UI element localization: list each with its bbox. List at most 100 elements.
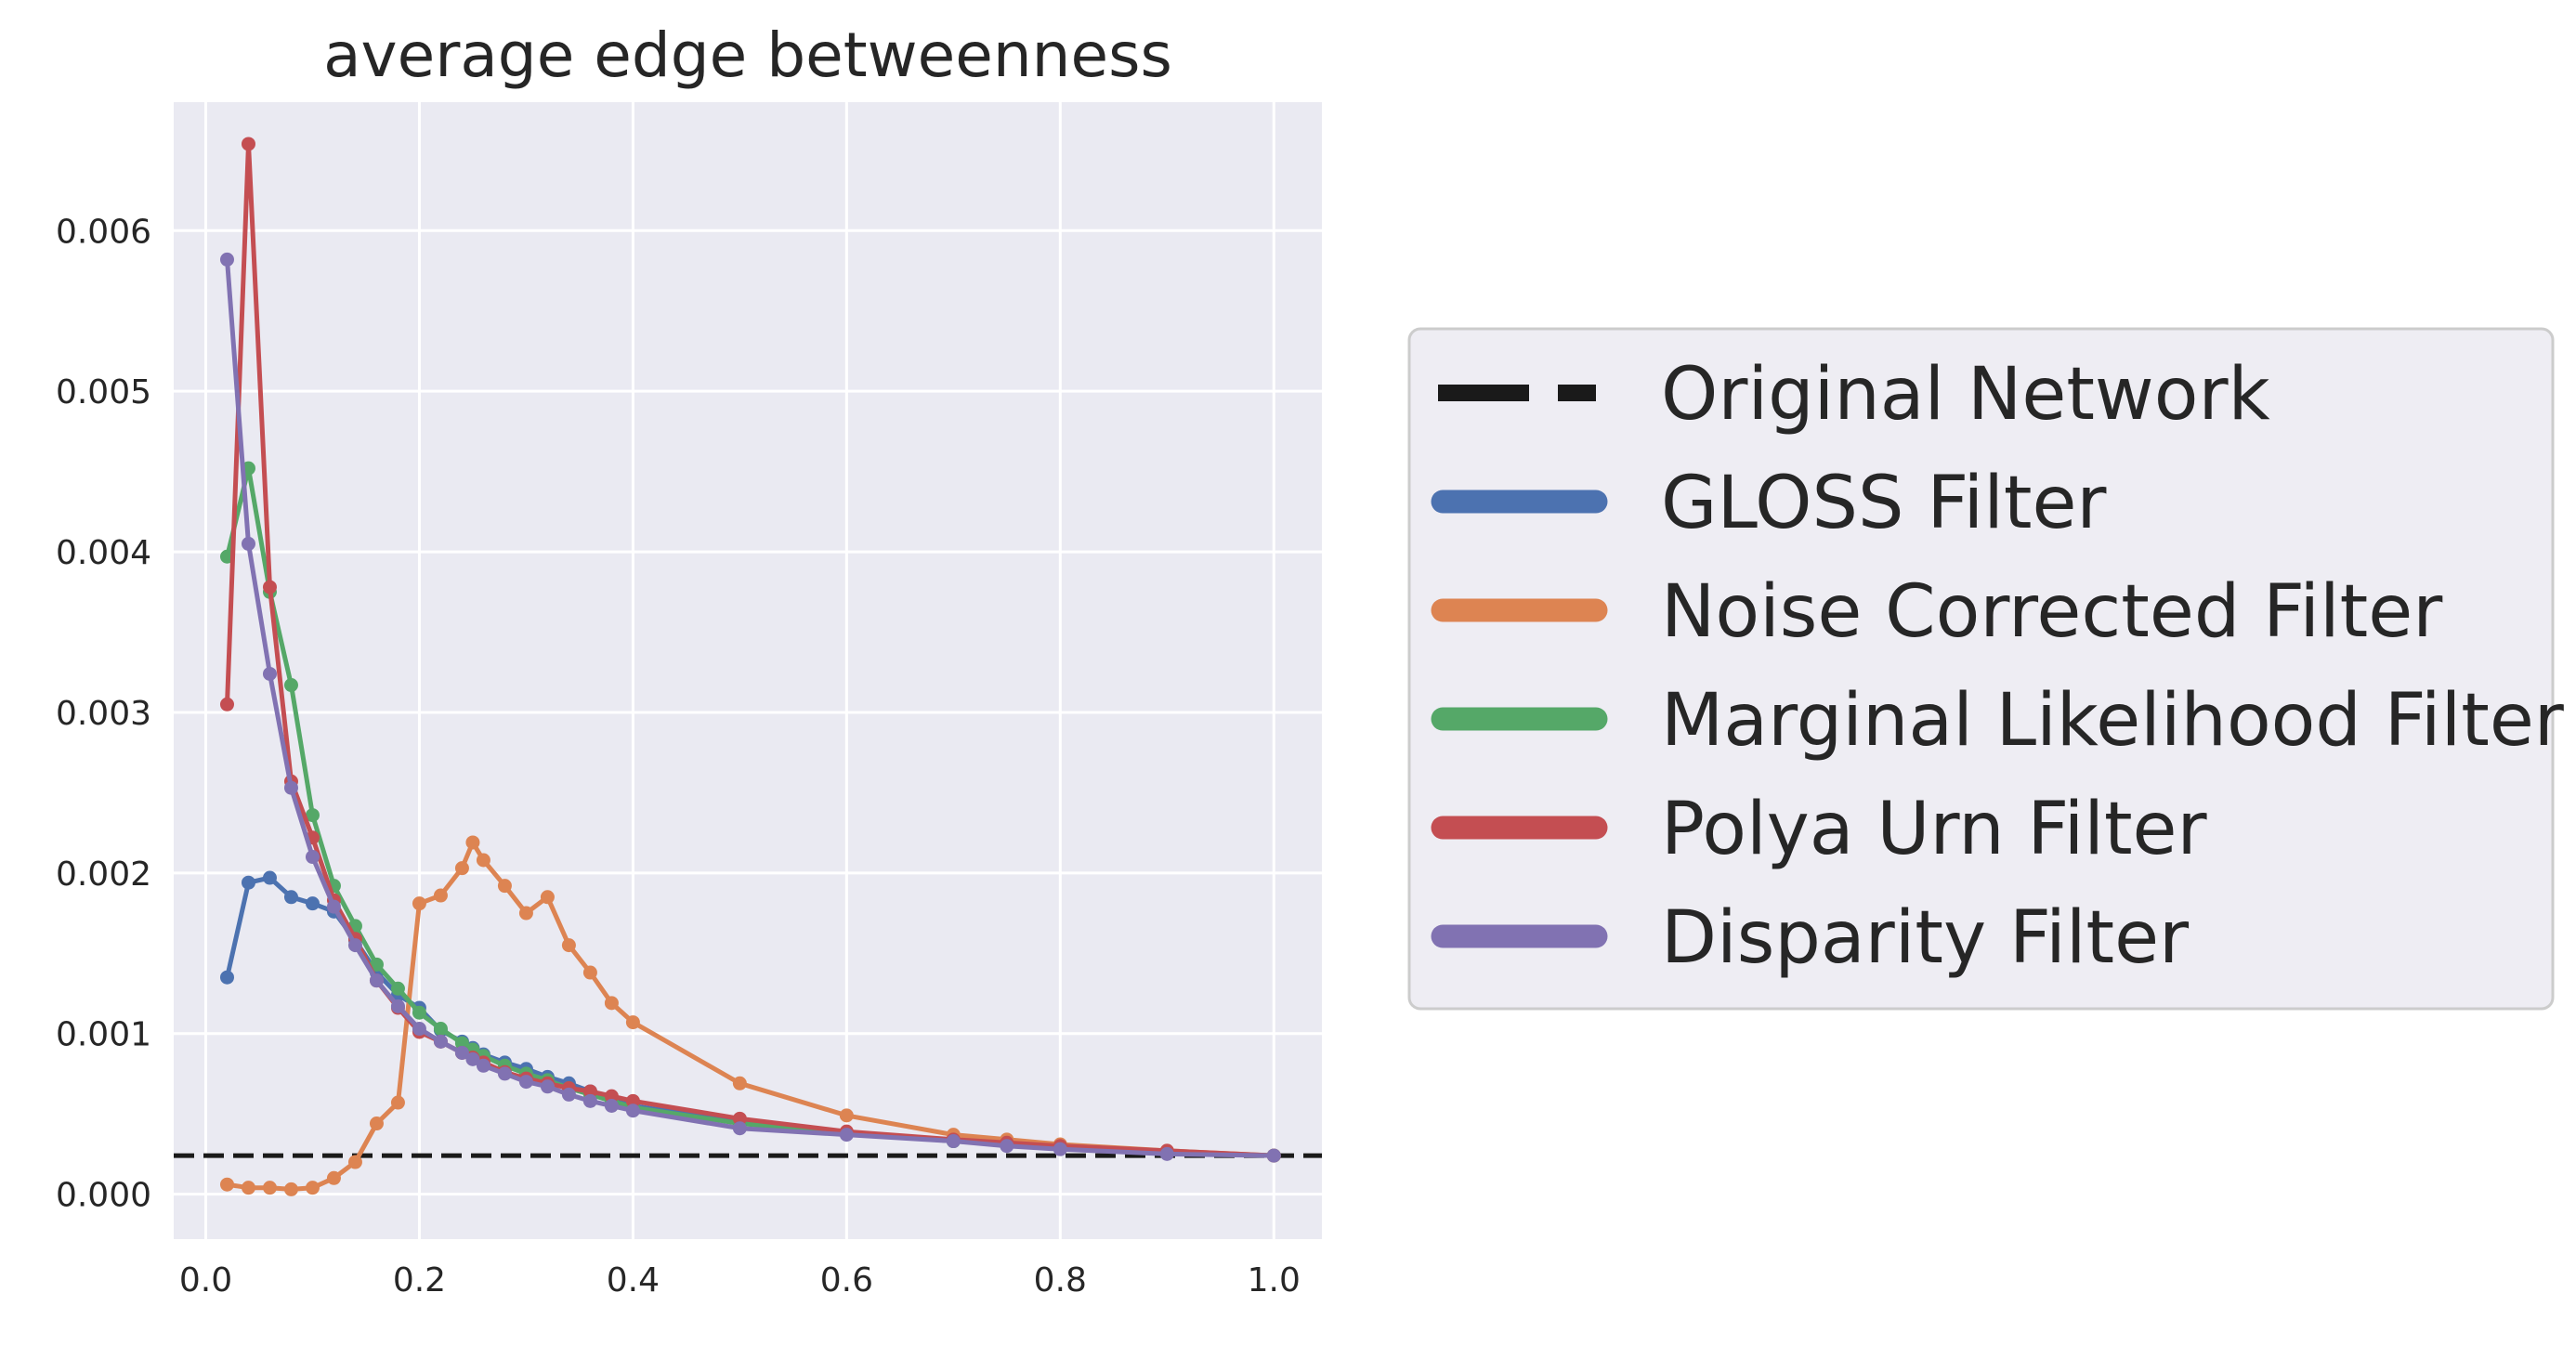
legend-item-polya-urn-filter: Polya Urn Filter — [1431, 788, 2208, 871]
x-tick-label: 0.0 — [179, 1261, 232, 1299]
data-point — [1266, 1148, 1281, 1163]
legend: Original Network GLOSS Filter Noise Correc… — [1407, 327, 2565, 1011]
y-tick-label: 0.000 — [56, 1177, 151, 1215]
data-point — [305, 1181, 320, 1195]
x-tick-label: 0.8 — [1034, 1261, 1087, 1299]
series-line-noise-corrected-filter — [225, 840, 1276, 1192]
data-point — [412, 1022, 426, 1037]
data-point — [1053, 1142, 1067, 1156]
y-tick-label: 0.002 — [56, 855, 151, 894]
data-point — [625, 1093, 640, 1108]
data-point — [283, 678, 298, 693]
legend-label: Noise Corrected Filter — [1661, 570, 2443, 654]
data-point — [305, 808, 320, 823]
data-point — [283, 780, 298, 795]
data-point — [625, 1015, 640, 1030]
legend-box — [1407, 327, 2555, 1011]
y-tick-label: 0.001 — [56, 1016, 151, 1054]
data-point — [262, 870, 277, 885]
data-point — [1159, 1146, 1174, 1161]
data-point — [518, 906, 533, 921]
data-point — [582, 1093, 597, 1108]
data-point — [433, 888, 448, 903]
data-point — [561, 938, 576, 953]
y-axis-ticks: 0.000 0.001 0.002 0.003 0.004 0.005 0.006 — [56, 213, 151, 1214]
x-axis-ticks: 0.0 0.2 0.4 0.6 0.8 1.0 — [179, 1261, 1301, 1299]
data-point — [369, 973, 384, 988]
data-point — [625, 1103, 640, 1118]
data-point — [390, 981, 405, 996]
legend-label: Polya Urn Filter — [1661, 788, 2208, 871]
data-point — [497, 1066, 512, 1081]
x-tick-label: 0.6 — [820, 1261, 873, 1299]
series-group — [219, 137, 1281, 1196]
data-point — [241, 1181, 255, 1195]
legend-item-disparity-filter: Disparity Filter — [1431, 896, 2190, 980]
data-point — [283, 890, 298, 905]
data-point — [241, 137, 255, 151]
data-point — [454, 861, 469, 876]
data-point — [561, 1087, 576, 1102]
data-point — [369, 1116, 384, 1131]
data-point — [604, 1099, 619, 1114]
data-point — [305, 896, 320, 911]
data-point — [262, 666, 277, 681]
data-point — [390, 1095, 405, 1110]
data-point — [241, 875, 255, 890]
data-point — [465, 835, 480, 850]
data-point — [946, 1134, 961, 1149]
data-point — [412, 896, 426, 911]
data-point — [1000, 1139, 1014, 1154]
data-point — [219, 697, 234, 712]
chart-title: average edge betweenness — [323, 20, 1172, 91]
legend-item-marginal-likelihood-filter: Marginal Likelihood Filter — [1431, 679, 2565, 763]
data-point — [732, 1111, 747, 1126]
data-point — [305, 850, 320, 865]
data-point — [732, 1121, 747, 1136]
data-point — [732, 1076, 747, 1090]
y-tick-label: 0.004 — [56, 534, 151, 572]
data-point — [219, 252, 234, 267]
legend-label: Marginal Likelihood Filter — [1661, 679, 2565, 763]
legend-entries: Original Network GLOSS Filter Noise Correc… — [1431, 353, 2565, 980]
data-point — [604, 996, 619, 1011]
data-point — [839, 1128, 854, 1143]
y-tick-label: 0.005 — [56, 373, 151, 411]
data-point — [518, 1075, 533, 1090]
plot-area — [174, 102, 1322, 1239]
y-tick-label: 0.006 — [56, 213, 151, 251]
data-point — [465, 1051, 480, 1066]
grid — [174, 102, 1322, 1239]
data-point — [347, 1155, 362, 1169]
legend-label: Disparity Filter — [1661, 896, 2190, 980]
data-point — [219, 1177, 234, 1192]
legend-item-original-network: Original Network — [1438, 353, 2270, 437]
legend-item-gloss-filter: GLOSS Filter — [1431, 462, 2107, 545]
series-disparity-filter — [219, 252, 1281, 1163]
series-noise-corrected-filter — [219, 835, 1281, 1196]
data-point — [433, 1034, 448, 1049]
data-point — [582, 965, 597, 980]
legend-label: GLOSS Filter — [1661, 462, 2107, 545]
data-point — [347, 938, 362, 953]
series-line-disparity-filter — [225, 256, 1276, 1158]
data-point — [476, 1058, 490, 1073]
data-point — [283, 1182, 298, 1196]
legend-label: Original Network — [1661, 353, 2270, 437]
x-tick-label: 1.0 — [1248, 1261, 1301, 1299]
data-point — [839, 1108, 854, 1123]
data-point — [540, 890, 555, 905]
data-point — [604, 1089, 619, 1103]
data-point — [476, 853, 490, 868]
x-tick-label: 0.4 — [607, 1261, 660, 1299]
data-point — [326, 1170, 341, 1185]
data-point — [433, 1022, 448, 1037]
y-tick-label: 0.003 — [56, 695, 151, 733]
data-point — [497, 879, 512, 894]
data-point — [219, 970, 234, 985]
data-point — [454, 1036, 469, 1051]
data-point — [454, 1045, 469, 1060]
data-point — [262, 1181, 277, 1195]
data-point — [390, 999, 405, 1013]
